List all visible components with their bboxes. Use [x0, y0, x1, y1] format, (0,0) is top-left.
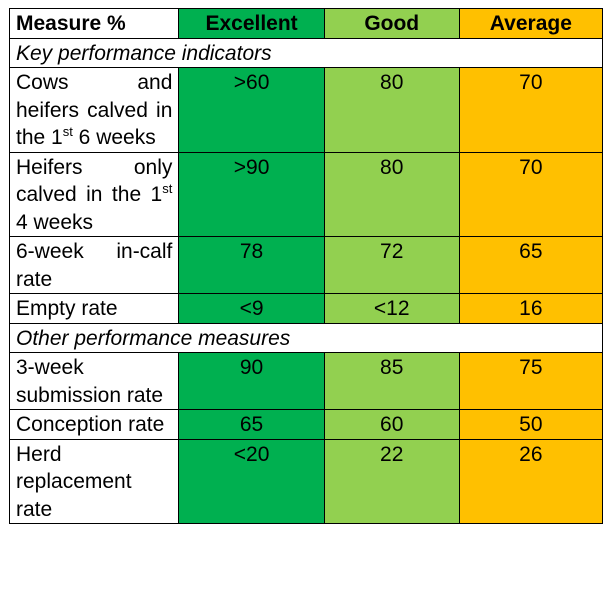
measure-cell: Cows and heifers calved in the 1st 6 wee… — [8, 67, 180, 153]
average-cell: 26 — [458, 438, 604, 524]
header-measure: Measure % — [8, 8, 180, 39]
excellent-cell: 78 — [178, 236, 325, 294]
measure-cell: Herd replacement rate — [8, 438, 180, 524]
table-row: Cows and heifers calved in the 1st 6 wee… — [8, 67, 604, 153]
header-good: Good — [323, 8, 460, 39]
performance-table: Measure % Excellent Good Average Key per… — [8, 8, 604, 524]
section-title: Key performance indicators — [9, 37, 603, 68]
section-row: Other performance measures — [9, 322, 603, 353]
good-cell: <12 — [323, 293, 460, 324]
good-cell: 80 — [323, 151, 460, 237]
table-row: Heifers only calved in the 1st 4 weeks >… — [8, 151, 604, 237]
good-cell: 80 — [323, 67, 460, 153]
section-row: Key performance indicators — [9, 37, 603, 68]
average-cell: 70 — [458, 67, 604, 153]
average-cell: 70 — [458, 151, 604, 237]
header-average: Average — [458, 8, 604, 39]
table-row: Herd replacement rate <20 22 26 — [8, 438, 604, 524]
good-cell: 72 — [323, 236, 460, 294]
excellent-cell: <9 — [178, 293, 325, 324]
section-title: Other performance measures — [9, 322, 603, 353]
excellent-cell: >90 — [178, 151, 325, 237]
good-cell: 22 — [323, 438, 460, 524]
average-cell: 50 — [458, 409, 604, 440]
average-cell: 65 — [458, 236, 604, 294]
measure-cell: Empty rate — [8, 293, 180, 324]
table-row: Empty rate <9 <12 16 — [8, 293, 604, 324]
excellent-cell: 90 — [178, 352, 325, 410]
good-cell: 60 — [323, 409, 460, 440]
table-row: Conception rate 65 60 50 — [8, 409, 604, 440]
measure-cell: Conception rate — [8, 409, 180, 440]
excellent-cell: 65 — [178, 409, 325, 440]
measure-cell: 3-week submission rate — [8, 352, 180, 410]
header-excellent: Excellent — [178, 8, 325, 39]
average-cell: 75 — [458, 352, 604, 410]
measure-cell: Heifers only calved in the 1st 4 weeks — [8, 151, 180, 237]
excellent-cell: >60 — [178, 67, 325, 153]
good-cell: 85 — [323, 352, 460, 410]
header-row: Measure % Excellent Good Average — [8, 8, 604, 39]
average-cell: 16 — [458, 293, 604, 324]
excellent-cell: <20 — [178, 438, 325, 524]
table-row: 6-week in-calf rate 78 72 65 — [8, 236, 604, 294]
table-row: 3-week submission rate 90 85 75 — [8, 352, 604, 410]
measure-cell: 6-week in-calf rate — [8, 236, 180, 294]
